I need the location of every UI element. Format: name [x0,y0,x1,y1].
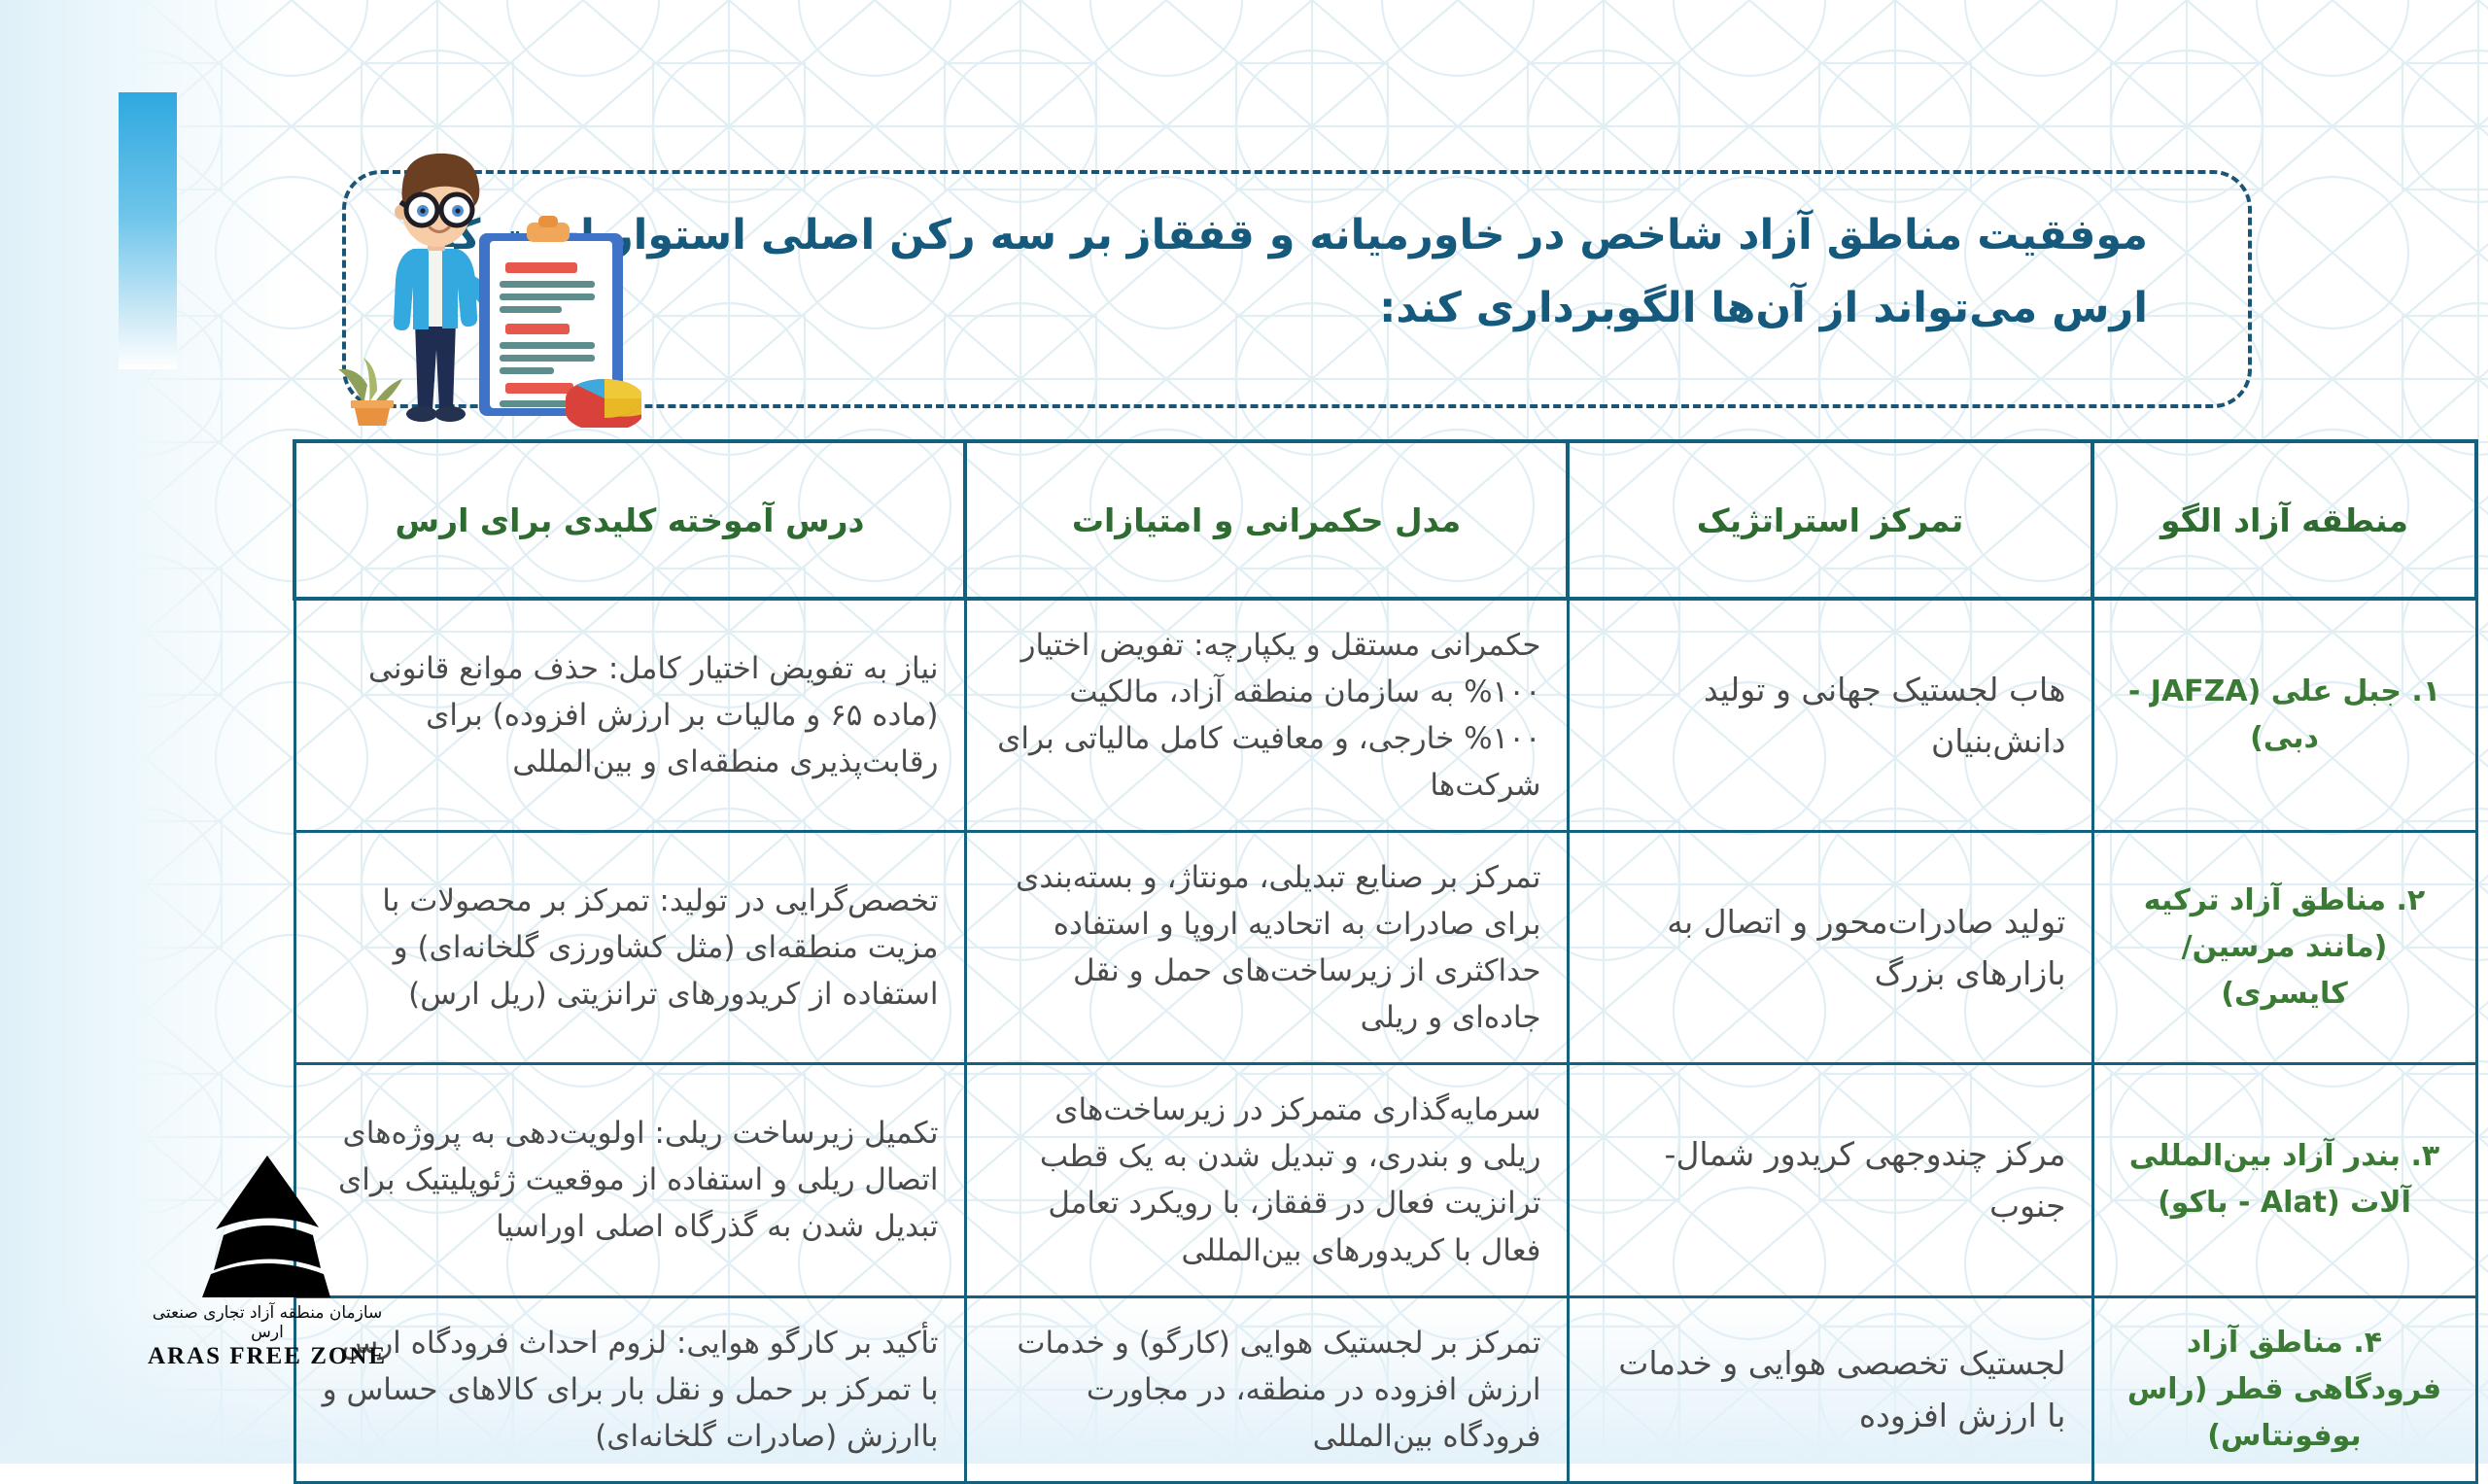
logo-persian-name: سازمان منطقه آزاد تجاری صنعتی ارس [152,1303,383,1342]
aras-pyramid-mark [202,1156,330,1297]
cell-focus-1: هاب لجستیک جهانی و تولید دانش‌بنیان [1566,597,2094,834]
column-header-key-lesson: درس آموخته کلیدی برای ارس [293,439,967,601]
table-header-row: منطقه آزاد الگو تمرکز استراتژیک مدل حکمر… [293,439,2478,601]
column-header-governance: مدل حکمرانی و امتیازات [963,439,1570,601]
aras-free-zone-logo: سازمان منطقه آزاد تجاری صنعتی ارس ARAS F… [136,1152,398,1385]
cell-zone-3: ۳. بندر آزاد بین‌المللی آلات (Alat - باک… [2091,1062,2478,1298]
cell-governance-4: تمرکز بر لجستیک هوایی (کارگو) و خدمات ار… [963,1294,1570,1484]
free-zone-benchmark-table: منطقه آزاد الگو تمرکز استراتژیک مدل حکمر… [293,439,2478,1484]
cell-zone-1: ۱. جبل علی (JAFZA - دبی) [2091,597,2478,834]
potted-plant-icon [338,358,402,426]
man-with-clipboard-illustration [338,153,641,428]
cell-governance-1: حکمرانی مستقل و یکپارچه: تفویض اختیار ۱۰… [963,597,1570,834]
cell-focus-3: مرکز چندوجهی کریدور شمال-جنوب [1566,1062,2094,1298]
column-header-strategic-focus: تمرکز استراتژیک [1566,439,2094,601]
table-row: ۴. مناطق آزاد فرودگاهی قطر (راس بوفونتاس… [293,1294,2478,1484]
cell-zone-2: ۲. مناطق آزاد ترکیه (مانند مرسین/کایسری) [2091,830,2478,1066]
accent-bar [119,92,177,369]
cell-focus-2: تولید صادرات‌محور و اتصال به بازارهای بز… [1566,830,2094,1066]
cell-governance-2: تمرکز بر صنایع تبدیلی، مونتاژ، و بسته‌بن… [963,830,1570,1066]
cell-focus-4: لجستیک تخصصی هوایی و خدمات با ارزش افزود… [1566,1294,2094,1484]
cell-governance-3: سرمایه‌گذاری متمرکز در زیرساخت‌های ریلی … [963,1062,1570,1298]
cell-zone-4: ۴. مناطق آزاد فرودگاهی قطر (راس بوفونتاس… [2091,1294,2478,1484]
table-row: ۲. مناطق آزاد ترکیه (مانند مرسین/کایسری)… [293,830,2478,1066]
pie-chart-icon [566,378,641,428]
comparison-table-container: منطقه آزاد الگو تمرکز استراتژیک مدل حکمر… [293,439,2478,1484]
column-header-model-zone: منطقه آزاد الگو [2091,439,2478,601]
table-row: ۳. بندر آزاد بین‌المللی آلات (Alat - باک… [293,1062,2478,1298]
table-row: ۱. جبل علی (JAFZA - دبی) هاب لجستیک جهان… [293,597,2478,834]
logo-english-name: ARAS FREE ZONE [147,1343,388,1369]
cell-lesson-1: نیاز به تفویض اختیار کامل: حذف موانع قان… [293,597,967,834]
cell-lesson-2: تخصص‌گرایی در تولید: تمرکز بر محصولات با… [293,830,967,1066]
